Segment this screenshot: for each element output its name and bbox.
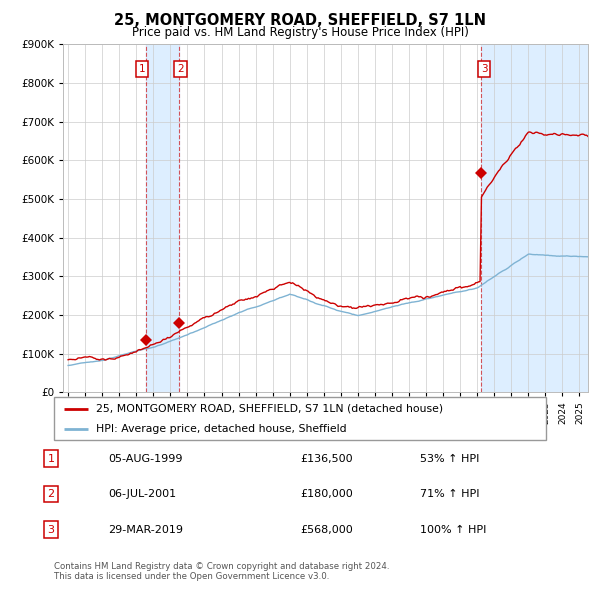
Text: 25, MONTGOMERY ROAD, SHEFFIELD, S7 1LN: 25, MONTGOMERY ROAD, SHEFFIELD, S7 1LN <box>114 13 486 28</box>
Text: 1: 1 <box>47 454 55 464</box>
Text: 3: 3 <box>47 525 55 535</box>
FancyBboxPatch shape <box>54 397 546 440</box>
Text: Contains HM Land Registry data © Crown copyright and database right 2024.
This d: Contains HM Land Registry data © Crown c… <box>54 562 389 581</box>
Text: 25, MONTGOMERY ROAD, SHEFFIELD, S7 1LN (detached house): 25, MONTGOMERY ROAD, SHEFFIELD, S7 1LN (… <box>96 404 443 414</box>
Text: £568,000: £568,000 <box>300 525 353 535</box>
Text: HPI: Average price, detached house, Sheffield: HPI: Average price, detached house, Shef… <box>96 424 346 434</box>
Text: 100% ↑ HPI: 100% ↑ HPI <box>420 525 487 535</box>
Text: 53% ↑ HPI: 53% ↑ HPI <box>420 454 479 464</box>
Text: 29-MAR-2019: 29-MAR-2019 <box>108 525 183 535</box>
Text: 06-JUL-2001: 06-JUL-2001 <box>108 489 176 499</box>
Text: £180,000: £180,000 <box>300 489 353 499</box>
Text: 2: 2 <box>47 489 55 499</box>
Text: 05-AUG-1999: 05-AUG-1999 <box>108 454 182 464</box>
Bar <box>146 44 179 392</box>
Text: 3: 3 <box>481 64 487 74</box>
Bar <box>481 44 588 392</box>
Text: £136,500: £136,500 <box>300 454 353 464</box>
Text: 2: 2 <box>178 64 184 74</box>
Text: 1: 1 <box>139 64 145 74</box>
Text: 71% ↑ HPI: 71% ↑ HPI <box>420 489 479 499</box>
Text: Price paid vs. HM Land Registry's House Price Index (HPI): Price paid vs. HM Land Registry's House … <box>131 26 469 39</box>
